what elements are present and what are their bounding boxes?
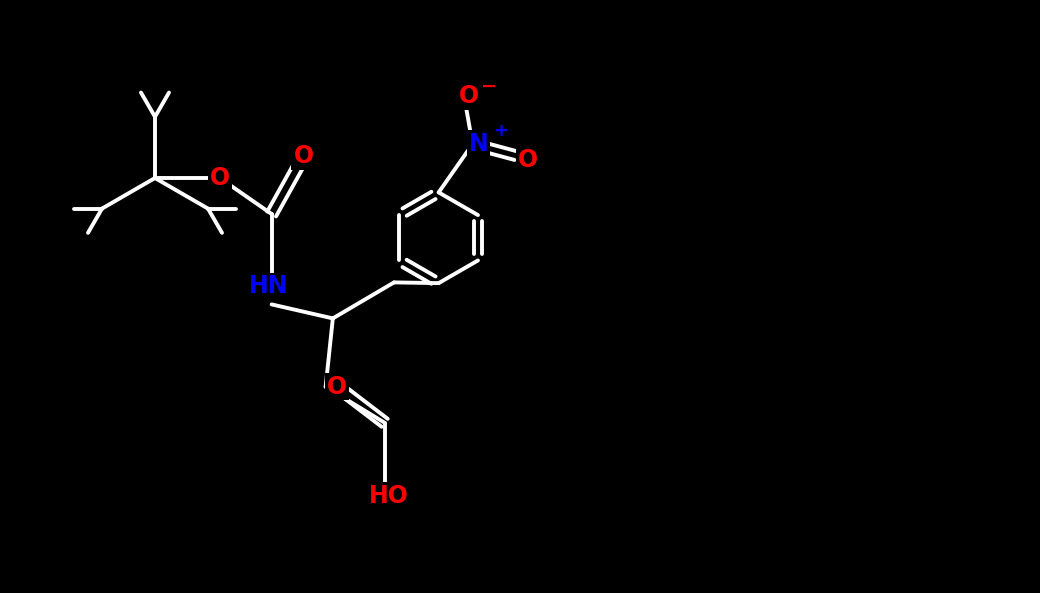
Text: HN: HN — [249, 275, 288, 298]
Text: N: N — [469, 132, 489, 156]
Text: −: − — [480, 76, 497, 95]
Text: +: + — [493, 122, 509, 140]
Text: O: O — [293, 144, 313, 168]
Text: O: O — [459, 84, 478, 108]
Text: O: O — [210, 166, 230, 190]
Text: O: O — [327, 375, 347, 398]
Text: HO: HO — [369, 484, 409, 508]
Text: O: O — [518, 148, 538, 171]
